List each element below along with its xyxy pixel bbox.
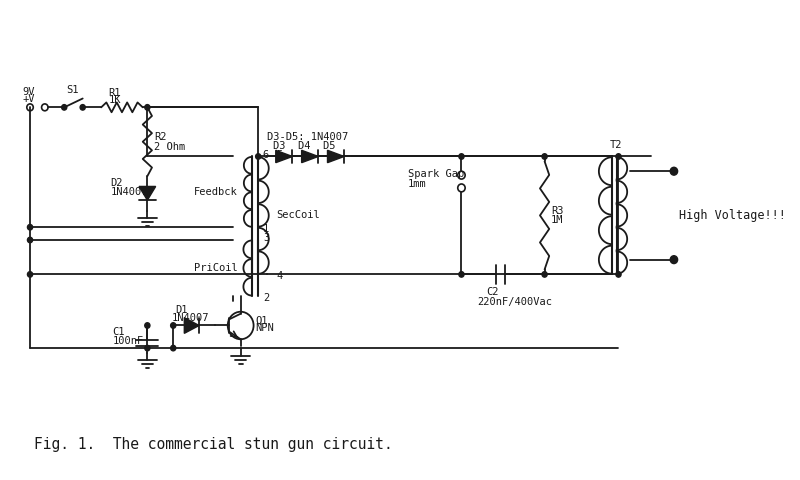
Circle shape	[80, 105, 86, 110]
Text: S1: S1	[66, 84, 78, 95]
Text: Q1: Q1	[255, 315, 268, 325]
Text: 2: 2	[263, 293, 269, 303]
Polygon shape	[327, 150, 344, 163]
Text: D2: D2	[110, 179, 123, 189]
Polygon shape	[302, 150, 318, 163]
Text: 1M: 1M	[551, 216, 563, 225]
Text: SecCoil: SecCoil	[277, 210, 321, 220]
Text: 1K: 1K	[109, 96, 121, 106]
Circle shape	[459, 272, 464, 277]
Text: 1mm: 1mm	[408, 179, 426, 189]
Circle shape	[670, 168, 678, 175]
Text: Feedbck: Feedbck	[194, 187, 238, 197]
Text: Spark Gap: Spark Gap	[408, 169, 464, 179]
Circle shape	[670, 256, 678, 264]
Text: 1: 1	[263, 224, 269, 234]
Text: 1N4007: 1N4007	[110, 187, 148, 197]
Circle shape	[616, 272, 621, 277]
Text: 5: 5	[277, 149, 283, 159]
Text: 4: 4	[277, 271, 283, 281]
Circle shape	[542, 154, 547, 159]
Text: High Voltage!!!: High Voltage!!!	[678, 209, 786, 222]
Circle shape	[27, 237, 33, 243]
Text: R2: R2	[154, 132, 166, 142]
Text: 1N4007: 1N4007	[171, 312, 209, 323]
Polygon shape	[139, 186, 156, 200]
Text: R3: R3	[551, 205, 563, 216]
Circle shape	[170, 323, 176, 328]
Text: +V: +V	[22, 95, 35, 105]
Text: D3-D5: 1N4007: D3-D5: 1N4007	[267, 132, 349, 142]
Polygon shape	[276, 150, 292, 163]
Text: T2: T2	[610, 140, 622, 150]
Circle shape	[27, 272, 33, 277]
Text: C2: C2	[486, 287, 499, 297]
Circle shape	[616, 154, 621, 159]
Circle shape	[170, 345, 176, 351]
Text: C1: C1	[112, 327, 125, 337]
Text: 100nF: 100nF	[112, 336, 143, 346]
Text: Fig. 1.  The commercial stun gun circuit.: Fig. 1. The commercial stun gun circuit.	[34, 437, 393, 452]
Text: D3  D4  D5: D3 D4 D5	[273, 141, 335, 151]
Circle shape	[459, 154, 464, 159]
Polygon shape	[184, 318, 199, 333]
Circle shape	[542, 272, 547, 277]
Text: R1: R1	[109, 88, 121, 97]
Circle shape	[27, 225, 33, 230]
Text: 220nF/400Vac: 220nF/400Vac	[477, 297, 552, 307]
Text: PriCoil: PriCoil	[194, 263, 238, 273]
Text: 3: 3	[263, 233, 269, 243]
Text: D1: D1	[175, 305, 187, 315]
Text: 9V: 9V	[22, 86, 35, 96]
Text: NPN: NPN	[255, 324, 274, 334]
Text: 6: 6	[263, 149, 269, 159]
Circle shape	[145, 105, 150, 110]
Circle shape	[145, 323, 150, 328]
Circle shape	[145, 345, 150, 351]
Circle shape	[62, 105, 67, 110]
Text: 2 Ohm: 2 Ohm	[154, 142, 185, 152]
Circle shape	[256, 154, 261, 159]
